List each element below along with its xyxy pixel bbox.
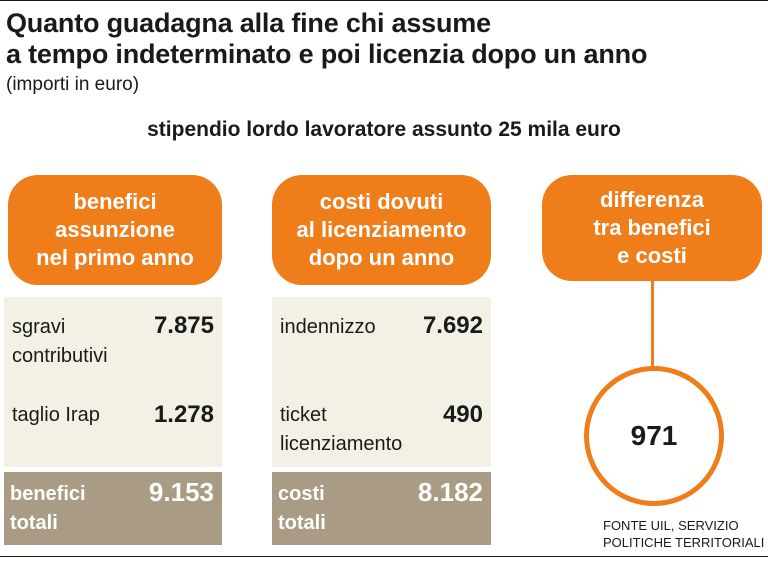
label-line: benefici: [10, 483, 86, 505]
costi-panel: indennizzo 7.692 ticket licenziamento 49…: [272, 297, 491, 467]
benefici-item-label: taglio Irap: [12, 401, 100, 430]
connector-line: [651, 281, 654, 367]
benefici-panel: sgravi contributivi 7.875 taglio Irap 1.…: [4, 297, 222, 467]
costi-item-value: 7.692: [422, 312, 483, 339]
label-line: ticket: [280, 404, 327, 426]
benefici-total: benefici totali 9.153: [4, 472, 222, 545]
label-line: licenziamento: [280, 433, 403, 455]
source-note: FONTE UIL, SERVIZIO POLITICHE TERRITORIA…: [603, 517, 764, 551]
costi-header: costi dovuti al licenziamento dopo un an…: [272, 175, 491, 285]
label-line: taglio Irap: [12, 404, 100, 426]
differenza-value: 971: [630, 420, 678, 451]
label-line: indennizzo: [280, 316, 376, 338]
page-title: Quanto guadagna alla fine chi assume a t…: [6, 8, 756, 70]
costi-item-label: ticket licenziamento: [280, 401, 402, 459]
costi-item-label: indennizzo: [280, 313, 376, 342]
costi-header-line: dopo un anno: [308, 245, 455, 270]
subtitle: (importi in euro): [6, 74, 140, 95]
label-line: totali: [10, 512, 58, 534]
label-line: totali: [278, 512, 326, 534]
benefici-total-label: benefici totali: [10, 480, 86, 538]
differenza-header: differenza tra benefici e costi: [542, 175, 762, 281]
benefici-header-line: benefici: [73, 189, 157, 214]
costi-total-value: 8.182: [417, 477, 483, 507]
benefici-header: benefici assunzione nel primo anno: [8, 175, 222, 285]
benefici-item-value: 1.278: [153, 401, 214, 428]
benefici-header-line: nel primo anno: [36, 245, 194, 270]
label-line: contributivi: [12, 345, 108, 367]
bottom-rule: [0, 556, 768, 557]
source-line: FONTE UIL, SERVIZIO: [603, 518, 739, 533]
label-line: sgravi: [12, 316, 66, 338]
benefici-item-value: 7.875: [153, 312, 214, 339]
title-line-2: a tempo indeterminato e poi licenzia dop…: [6, 39, 648, 69]
costi-total-label: costi totali: [278, 480, 326, 538]
differenza-header-line: differenza: [600, 187, 704, 212]
title-line-1: Quanto guadagna alla fine chi assume: [6, 8, 491, 38]
benefici-item-label: sgravi contributivi: [12, 313, 108, 371]
benefici-header-line: assunzione: [55, 217, 175, 242]
costi-total: costi totali 8.182: [272, 472, 491, 545]
label-line: costi: [278, 483, 325, 505]
differenza-header-line: tra benefici: [593, 215, 711, 240]
top-rule: [0, 0, 768, 1]
differenza-value-circle: 971: [584, 366, 724, 506]
source-line: POLITICHE TERRITORIALI: [603, 535, 765, 550]
costi-header-line: costi dovuti: [319, 189, 444, 214]
costi-item-value: 490: [442, 401, 483, 428]
benefici-total-value: 9.153: [148, 477, 214, 507]
salary-headline: stipendio lordo lavoratore assunto 25 mi…: [147, 118, 621, 141]
costi-header-line: al licenziamento: [296, 217, 467, 242]
differenza-header-line: e costi: [617, 243, 687, 268]
